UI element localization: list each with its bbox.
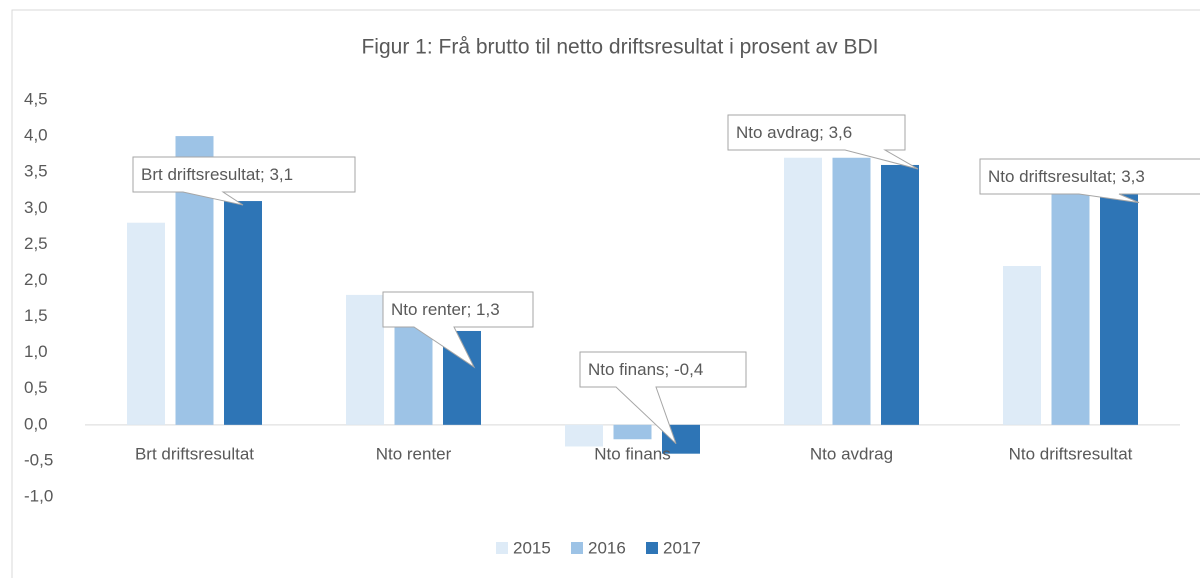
x-tick-label: Nto renter bbox=[376, 444, 452, 463]
bar bbox=[346, 294, 384, 425]
x-tick-label: Nto avdrag bbox=[810, 444, 893, 463]
callout-box bbox=[579, 351, 747, 445]
bar bbox=[1100, 186, 1138, 425]
bar bbox=[127, 222, 165, 425]
chart-title: Figur 1: Frå brutto til netto driftsresu… bbox=[361, 36, 878, 59]
x-tick-label: Brt driftsresultat bbox=[135, 444, 254, 463]
legend-swatch bbox=[571, 542, 583, 554]
data-label: Nto renter; 1,3 bbox=[391, 300, 500, 319]
data-label: Brt driftsresultat; 3,1 bbox=[141, 165, 293, 184]
legend-swatch bbox=[646, 542, 658, 554]
legend-label: 2017 bbox=[663, 538, 701, 557]
bar bbox=[881, 164, 919, 425]
data-label: Nto avdrag; 3,6 bbox=[736, 123, 852, 142]
callout-box bbox=[382, 291, 534, 369]
y-tick-label: 1,5 bbox=[24, 306, 48, 325]
data-label: Nto finans; -0,4 bbox=[588, 360, 703, 379]
y-tick-label: 3,0 bbox=[24, 198, 48, 217]
legend-label: 2015 bbox=[513, 538, 551, 557]
y-tick-label: -0,5 bbox=[24, 450, 53, 469]
bar bbox=[832, 157, 871, 425]
y-tick-label: 4,0 bbox=[24, 126, 48, 145]
y-tick-label: -1,0 bbox=[24, 486, 53, 505]
y-tick-label: 0,0 bbox=[24, 414, 48, 433]
y-tick-label: 2,0 bbox=[24, 270, 48, 289]
callout-box bbox=[979, 158, 1200, 204]
y-tick-label: 4,5 bbox=[24, 89, 48, 108]
callout-box bbox=[727, 114, 919, 170]
x-tick-label: Nto driftsresultat bbox=[1009, 444, 1133, 463]
x-tick-label: Nto finans bbox=[594, 444, 671, 463]
bar bbox=[224, 201, 262, 425]
y-tick-label: 3,5 bbox=[24, 162, 48, 181]
legend-label: 2016 bbox=[588, 538, 626, 557]
bar bbox=[565, 424, 603, 447]
y-tick-label: 0,5 bbox=[24, 378, 48, 397]
legend-swatch bbox=[496, 542, 508, 554]
y-tick-label: 2,5 bbox=[24, 234, 48, 253]
bar bbox=[1051, 172, 1090, 425]
callout-box bbox=[132, 156, 356, 206]
bar bbox=[784, 157, 822, 425]
data-label: Nto driftsresultat; 3,3 bbox=[988, 167, 1145, 186]
bar bbox=[613, 424, 652, 440]
bar bbox=[1003, 266, 1041, 425]
y-tick-label: 1,0 bbox=[24, 342, 48, 361]
